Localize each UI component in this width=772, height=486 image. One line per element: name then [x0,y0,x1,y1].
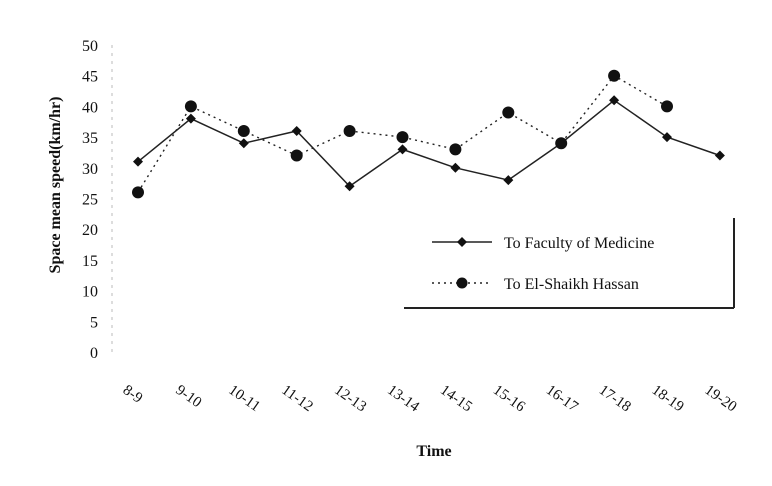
data-point [133,156,143,167]
y-tick-label: 5 [90,314,98,331]
series-line-faculty [137,99,721,188]
legend-marker-faculty [457,237,467,247]
y-tick-label: 0 [90,345,98,362]
data-point [291,125,302,136]
legend-box [404,224,734,308]
data-point [343,124,356,137]
y-axis-label: Space mean speed(km/hr) [47,97,64,274]
y-tick-label: 20 [82,222,98,239]
data-point [132,186,144,199]
data-point [397,144,408,155]
data-point [503,175,514,186]
data-point [449,143,462,156]
series-line-shaikh [137,74,668,193]
x-tick-label: 13-14 [384,382,422,415]
data-point [502,106,515,119]
data-point [608,69,621,82]
legend: To Faculty of Medicine To El-Shaikh Hass… [404,218,735,309]
y-tick-label: 30 [82,161,98,178]
series-layer [132,69,725,199]
x-tick-label: 9-10 [173,382,205,411]
y-tick-label: 35 [82,130,98,147]
y-tick-label: 10 [82,284,98,301]
data-point [662,132,672,143]
data-point [238,138,249,149]
data-point [661,100,673,113]
x-tick-label: 17-18 [596,382,634,415]
x-tick-label: 14-15 [437,382,475,415]
x-tick-label: 12-13 [331,382,369,415]
x-axis-label: Time [416,443,451,460]
x-tick-label: 16-17 [543,382,581,415]
legend-label-shaikh: To El-Shaikh Hassan [504,276,639,293]
data-point [185,113,196,124]
x-tick-label: 8-9 [120,382,146,407]
data-point [344,181,355,192]
data-point [450,162,461,173]
data-point [609,95,620,106]
y-tick-label: 40 [82,99,98,116]
x-tick-label: 19-20 [702,382,740,415]
x-tick-label: 15-16 [490,382,528,415]
legend-label-faculty: To Faculty of Medicine [504,235,654,252]
data-point [714,150,725,161]
y-tick-label: 25 [82,192,98,209]
data-point [290,149,303,162]
y-tick-label: 50 [82,38,98,55]
y-tick-label: 45 [82,69,98,86]
data-point [184,100,197,113]
x-tick-label: 11-12 [278,382,315,415]
legend-marker-shaikh [456,277,468,289]
data-point [396,131,409,144]
data-point [237,124,250,137]
data-point [555,137,568,150]
y-tick-label: 15 [82,253,98,270]
x-tick-label: 10-11 [226,382,263,415]
x-tick-label: 18-19 [649,382,687,415]
